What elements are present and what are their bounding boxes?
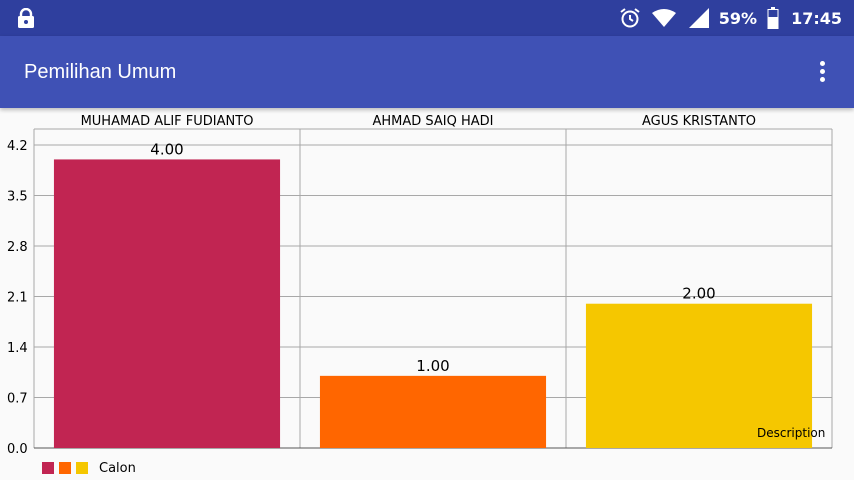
bar-value-label-3: 2.00 — [682, 285, 715, 303]
x-category-label-2: AHMAD SAIQ HADI — [372, 114, 493, 129]
legend-swatch-3 — [76, 462, 88, 474]
y-tick-label-4: 2.8 — [7, 240, 28, 255]
x-category-label-3: AGUS KRISTANTO — [642, 114, 756, 129]
bar-value-label-2: 1.00 — [416, 357, 449, 375]
legend-label: Calon — [99, 460, 136, 476]
lock-icon — [18, 8, 34, 28]
wifi-icon — [651, 9, 676, 27]
y-tick-label-0: 0.0 — [7, 442, 28, 457]
legend-swatch-2 — [59, 462, 71, 474]
bar-value-label-1: 4.00 — [150, 140, 183, 158]
bar-2 — [319, 375, 547, 448]
bar-1 — [53, 159, 281, 448]
app-bar: Pemilihan Umum — [0, 36, 854, 108]
bar-chart: 0.0 0.7 1.4 2.1 2.8 3.5 4.2 MUHAMAD ALIF FUDIAN… — [7, 114, 833, 457]
chart-description: Description — [757, 426, 826, 440]
x-category-label-1: MUHAMAD ALIF FUDIANTO — [81, 114, 254, 129]
chart-legend: Calon — [42, 460, 136, 476]
y-tick-label-2: 1.4 — [7, 341, 28, 356]
y-tick-label-6: 4.2 — [7, 139, 28, 154]
y-tick-label-5: 3.5 — [7, 190, 28, 205]
y-tick-label-1: 0.7 — [7, 392, 28, 407]
y-tick-label-3: 2.1 — [7, 291, 28, 306]
signal-icon — [688, 8, 709, 28]
alarm-icon — [620, 8, 640, 28]
clock: 17:45 — [791, 8, 842, 28]
app-title: Pemilihan Umum — [24, 61, 177, 83]
status-bar: 59% 17:45 — [0, 0, 854, 36]
bar-3 — [585, 303, 813, 448]
overflow-menu-icon[interactable] — [812, 58, 832, 86]
legend-swatch-1 — [42, 462, 54, 474]
battery-percent: 59% — [718, 8, 758, 28]
battery-icon — [767, 7, 779, 29]
